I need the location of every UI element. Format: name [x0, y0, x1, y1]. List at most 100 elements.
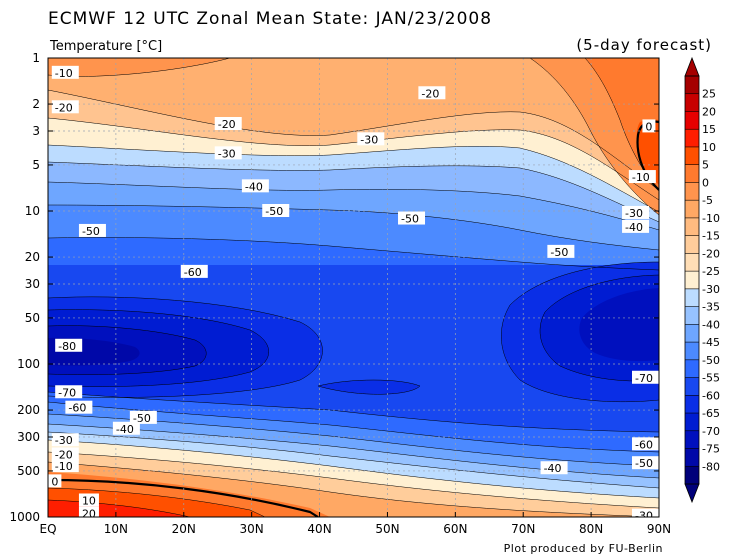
contour-label-text: -40: [625, 221, 643, 234]
contour-label-box: [241, 179, 269, 193]
contour-label-box: [418, 86, 446, 100]
polar-strat-warm-core: [636, 119, 659, 185]
midlat-cold-lens: [318, 380, 420, 395]
forecast-label: (5-day forecast): [576, 36, 712, 54]
colorbar-label: -75: [702, 443, 720, 456]
contour-line: [48, 401, 659, 453]
colorbar-swatch: [685, 129, 699, 148]
y-tick-label: 20: [25, 250, 40, 264]
colorbar-swatch: [685, 430, 699, 450]
contour-label-text: -20: [421, 87, 439, 100]
contour-label: -50: [129, 410, 157, 425]
x-tick-label: 50N: [375, 522, 399, 536]
contour-label-text: -60: [635, 438, 653, 451]
contour-line: [48, 144, 659, 213]
x-tick-label: EQ: [39, 522, 56, 536]
contour-label-text: 0: [51, 475, 58, 488]
colorbar-swatch: [685, 200, 699, 219]
x-tick-label: 40N: [307, 522, 331, 536]
contour-label-box: [78, 506, 99, 517]
contour-label-box: [214, 116, 242, 130]
colorbar-swatch: [685, 111, 699, 130]
contour-label: -30: [357, 132, 385, 146]
colorbar-label: 25: [702, 88, 716, 101]
contour-line: [48, 439, 659, 499]
contour-line: [48, 487, 266, 517]
contour-label-text: -30: [218, 147, 236, 160]
colorbar-swatch: [685, 413, 699, 432]
colorbar-swatch: [685, 342, 699, 361]
contour-label: -50: [547, 244, 575, 259]
contour-line: [48, 117, 659, 201]
colorbar-bottom-arrow: [684, 483, 700, 504]
colorbar-label: -30: [702, 283, 720, 296]
y-tick-label: 50: [25, 311, 40, 325]
colorbar-swatch: [685, 182, 699, 201]
contour-label-box: [262, 204, 290, 217]
contour-label-text: -40: [245, 180, 263, 193]
colorbar-label: 20: [702, 105, 716, 118]
contour-label-text: -50: [133, 412, 151, 425]
contour-label: -80: [55, 338, 83, 353]
colorbar-swatch: [685, 217, 699, 237]
y-tick-label: 100: [17, 357, 40, 371]
contour-label: -50: [78, 223, 106, 238]
colorbar-swatch: [685, 235, 699, 254]
contour-label: -20: [51, 447, 79, 461]
contour-line: [48, 391, 659, 433]
colorbar-label: -35: [702, 301, 720, 314]
contour-label-text: -10: [632, 171, 650, 184]
contour-label-box: [214, 146, 242, 160]
colorbar-top-arrow: [684, 56, 700, 77]
credit-label: Plot produced by FU-Berlin: [504, 542, 663, 555]
upper-left-warm-cap: [48, 58, 230, 77]
contour-label: -40: [540, 461, 568, 475]
contour-label: -40: [112, 421, 140, 436]
contour-label-box: [180, 264, 208, 278]
contour-label-box: [55, 338, 83, 352]
contour-label-box: [129, 410, 157, 424]
contour-label: -30: [632, 508, 659, 517]
contour-label-box: [632, 508, 659, 517]
contour-line: [48, 499, 191, 517]
contour-label-text: -70: [635, 372, 653, 385]
y-tick-label: 5: [32, 158, 40, 172]
colorbar-label: -50: [702, 354, 720, 367]
contour-label-box: [357, 132, 385, 146]
contour-line: [48, 204, 659, 251]
contour-label-box: [632, 370, 659, 384]
contour-label: -20: [214, 116, 242, 131]
contour-label-text: -10: [55, 460, 73, 473]
x-tick-label: 70N: [511, 522, 535, 536]
contour-label-text: -80: [58, 340, 76, 353]
y-tick-label: 1: [32, 51, 40, 65]
y-tick-label: 2: [32, 97, 40, 111]
contour-label-box: [540, 461, 568, 475]
contour-label: 10: [78, 493, 99, 507]
contour-label-text: -70: [58, 386, 76, 399]
contour-label-text: -40: [544, 462, 562, 475]
colorbar-label: 10: [702, 141, 716, 154]
colorbar-label: -80: [702, 460, 720, 473]
plot-frame: [47, 57, 660, 518]
contour-label: -10: [51, 459, 79, 473]
colorbar-label: -15: [702, 230, 720, 243]
colorbar-label: -45: [702, 336, 720, 349]
colorbar-swatch: [685, 448, 699, 467]
contour-label: 0: [642, 119, 656, 133]
contour-label-box: [78, 223, 106, 237]
x-tick-label: 10N: [104, 522, 128, 536]
colorbar-swatch: [685, 253, 699, 272]
y-tick-label: 1000: [9, 510, 40, 524]
colorbar-swatch: [685, 76, 699, 95]
contour-label-box: [51, 65, 79, 79]
contour-label-text: 20: [82, 508, 96, 521]
contour-label-text: -30: [55, 434, 73, 447]
x-tick-label: 30N: [240, 522, 264, 536]
contour-line: [48, 309, 269, 387]
contour-label-text: -60: [68, 402, 86, 415]
contour-label-text: -50: [82, 225, 100, 238]
contour-label-box: [112, 421, 140, 435]
contour-label-text: -20: [218, 118, 236, 131]
contour-label-layer: -10-20-20-20-30-30-40-50-50-50-50-60-80-…: [48, 65, 659, 521]
